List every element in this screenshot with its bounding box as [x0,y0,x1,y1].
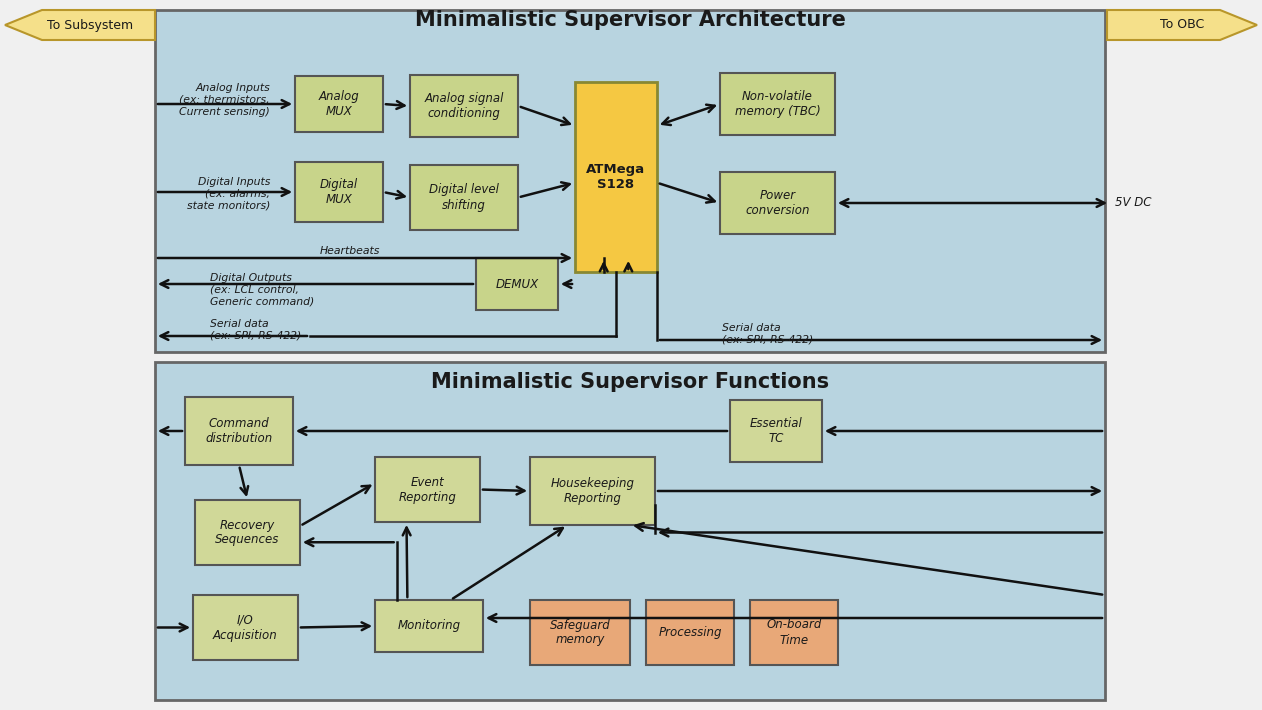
Text: 5V DC: 5V DC [1116,197,1151,209]
Text: Command
distribution: Command distribution [206,417,273,445]
Text: Recovery
Sequences: Recovery Sequences [216,518,280,547]
Bar [155,362,1106,700]
Text: Essential
TC: Essential TC [750,417,803,445]
Text: DEMUX: DEMUX [496,278,539,290]
Bar [721,73,835,135]
Text: Minimalistic Supervisor Functions: Minimalistic Supervisor Functions [430,372,829,392]
Text: ATMega
S128: ATMega S128 [587,163,646,191]
Text: Housekeeping
Reporting: Housekeeping Reporting [550,477,635,505]
Text: Digital Inputs
(ex: alarms,
state monitors): Digital Inputs (ex: alarms, state monito… [187,178,270,211]
Bar [375,600,483,652]
Text: Analog signal
conditioning: Analog signal conditioning [424,92,504,120]
Polygon shape [1107,10,1257,40]
Bar [476,258,558,310]
Text: Heartbeats: Heartbeats [321,246,380,256]
Bar [646,600,734,665]
Text: I/O
Acquisition: I/O Acquisition [213,613,278,642]
Bar [155,10,1106,352]
Text: Non-volatile
memory (TBC): Non-volatile memory (TBC) [734,90,820,118]
Bar [186,397,293,465]
Text: Processing: Processing [659,626,722,639]
Text: Power
conversion: Power conversion [746,189,810,217]
Text: Analog Inputs
(ex: thermistors,
Current sensing): Analog Inputs (ex: thermistors, Current … [179,83,270,116]
Bar [750,600,838,665]
Text: On-board
Time: On-board Time [766,618,822,647]
Bar [530,457,655,525]
Text: Digital level
shifting: Digital level shifting [429,183,498,212]
Bar [193,595,298,660]
Text: To OBC: To OBC [1160,18,1204,31]
Bar [530,600,630,665]
Bar [410,165,517,230]
Text: Minimalistic Supervisor Architecture: Minimalistic Supervisor Architecture [414,10,846,30]
Text: Serial data
(ex: SPI, RS-422): Serial data (ex: SPI, RS-422) [209,320,302,341]
Bar [575,82,658,272]
Bar [295,76,382,132]
Text: Monitoring: Monitoring [398,620,461,633]
Text: Digital Outputs
(ex: LCL control,
Generic command): Digital Outputs (ex: LCL control, Generi… [209,273,314,307]
Bar [729,400,822,462]
Bar [196,500,300,565]
Polygon shape [5,10,155,40]
Text: Analog
MUX: Analog MUX [318,90,360,118]
Text: Safeguard
memory: Safeguard memory [550,618,611,647]
Bar [295,162,382,222]
Text: Digital
MUX: Digital MUX [321,178,358,206]
Text: Event
Reporting: Event Reporting [399,476,457,503]
Text: To Subsystem: To Subsystem [47,18,133,31]
Bar [721,172,835,234]
Bar [410,75,517,137]
Text: Serial data
(ex: SPI, RS-422): Serial data (ex: SPI, RS-422) [722,323,813,345]
Bar [375,457,480,522]
